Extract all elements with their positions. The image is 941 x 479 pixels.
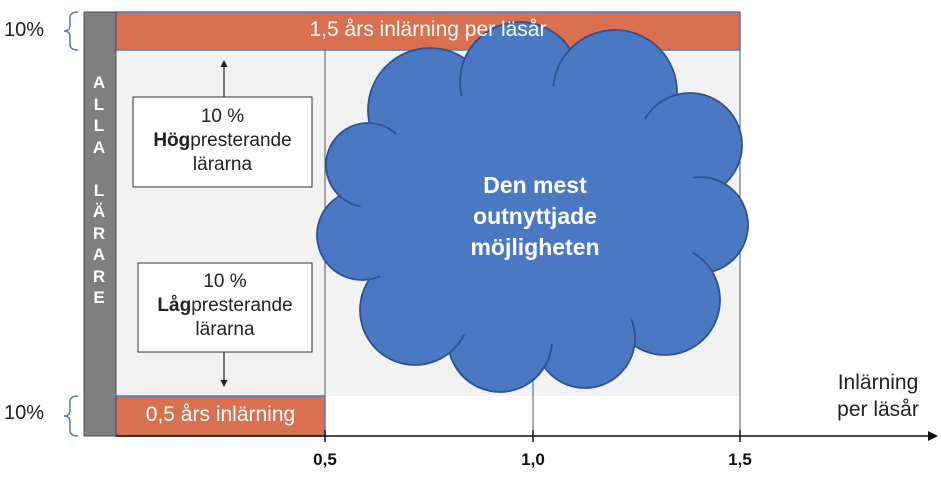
side-letter: L [93, 94, 105, 114]
high-box-percent: 10 % [200, 106, 245, 127]
down-arrow-head [220, 380, 228, 387]
low-box-line2: Lågpresterande [138, 294, 312, 318]
cloud-text: Den mest outnyttjade möjligheten [440, 170, 630, 263]
low-box-text: 10 % Lågpresterande lärarna [138, 270, 312, 342]
bottom-band-label: 0,5 års inlärning [145, 403, 296, 426]
top-brace [63, 11, 79, 51]
x-axis-arrowhead [928, 431, 938, 441]
side-letter: Ä [92, 202, 106, 221]
side-letter: A [92, 245, 106, 264]
side-letter: L [93, 180, 105, 200]
axis-title-line2: per läsår [837, 398, 919, 421]
high-box-text: 10 % Högpresterande lärarna [133, 105, 312, 177]
side-letter [84, 158, 114, 180]
cloud-line1: Den mest [483, 172, 587, 198]
high-box-line3: lärarna [192, 154, 253, 175]
low-box-bold: Låg [157, 295, 192, 316]
side-bar-letters: A L L A L Ä R A R E [84, 72, 114, 309]
side-letter: R [92, 223, 106, 243]
low-box-percent: 10 % [203, 271, 247, 292]
high-box-rest: presterande [190, 130, 292, 151]
low-box-line3: lärarna [195, 319, 255, 340]
axis-title-line1: Inlärning [837, 371, 919, 394]
low-performers-box [137, 262, 313, 353]
bottom-percent-label: 10% [4, 402, 45, 424]
cloud-core [360, 85, 700, 345]
cloud-line2: outnyttjade [473, 203, 597, 229]
high-box-line2: Högpresterande [133, 129, 312, 153]
bottom-brace [63, 395, 79, 437]
tick-label-10: 1,0 [521, 450, 545, 469]
side-letter: R [92, 266, 106, 286]
high-performers-box [132, 96, 313, 188]
side-letter: E [93, 288, 105, 307]
tick-label-05: 0,5 [313, 450, 337, 469]
side-letter: L [93, 116, 105, 135]
tick-label-15: 1,5 [728, 450, 752, 469]
axis-title: Inlärning per läsår [820, 369, 936, 423]
high-box-bold: Hög [153, 130, 191, 151]
low-box-rest: presterande [191, 295, 293, 316]
top-band-label: 1,5 års inlärning per läsår [309, 18, 547, 41]
top-percent-label: 10% [4, 19, 45, 41]
cloud-line3: möjligheten [470, 234, 600, 260]
up-arrow-head [220, 60, 228, 67]
side-letter: A [92, 137, 106, 157]
side-letter: A [92, 73, 106, 92]
side-bar [83, 11, 117, 437]
